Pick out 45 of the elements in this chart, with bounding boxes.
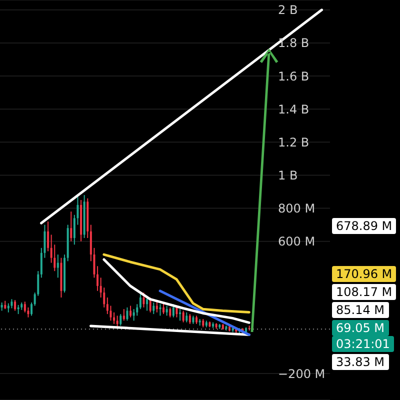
- y-tick-label: 1.4 B: [278, 102, 310, 116]
- text: 69.05 M: [332, 320, 389, 336]
- candlestick: [130, 305, 132, 318]
- candlestick: [169, 306, 172, 318]
- candlestick: [47, 220, 50, 252]
- candlestick: [30, 302, 33, 316]
- candlestick: [182, 310, 184, 323]
- y-tick-label: 800 M: [278, 202, 316, 216]
- text: 170.96 M: [332, 266, 396, 282]
- candlestick: [113, 312, 116, 324]
- candlestick: [166, 305, 168, 316]
- candlestick: [122, 308, 125, 322]
- candlestick: [188, 314, 191, 324]
- y-tick-label: 1.8 B: [278, 36, 310, 50]
- candlestick: [7, 302, 10, 313]
- candlestick: [96, 266, 99, 292]
- candlestick: [136, 304, 138, 316]
- y-tick-label: −200 M: [278, 366, 326, 381]
- candlestick: [116, 315, 118, 328]
- candlestick: [126, 306, 128, 322]
- text: 85.14 M: [332, 302, 389, 318]
- candlestick: [120, 314, 122, 326]
- line-series: [102, 253, 250, 314]
- candlestick: [186, 312, 188, 323]
- candlestick: [159, 304, 162, 316]
- candlestick: [179, 308, 182, 322]
- candlestick: [56, 254, 59, 278]
- y-tick-label: 2 B: [278, 3, 298, 18]
- y-tick-label: 600 M: [278, 234, 316, 249]
- line-series: [102, 258, 250, 324]
- text: 108.17 M: [332, 284, 396, 300]
- candlestick: [10, 298, 13, 309]
- candlestick: [14, 300, 16, 312]
- candlestick: [152, 302, 155, 315]
- text: 33.83 M: [332, 354, 389, 370]
- text: 03:21:01: [332, 336, 394, 352]
- candlestick: [70, 211, 72, 242]
- candlestick: [139, 294, 142, 310]
- candlestick: [172, 304, 174, 318]
- candlestick: [17, 304, 20, 315]
- candlestick: [142, 292, 145, 308]
- y-tick-label: 1.2 B: [278, 135, 310, 150]
- y-tick-label: 1 B: [278, 168, 298, 182]
- y-tick-label: 1.6 B: [278, 69, 310, 84]
- text: 678.89 M: [332, 218, 396, 234]
